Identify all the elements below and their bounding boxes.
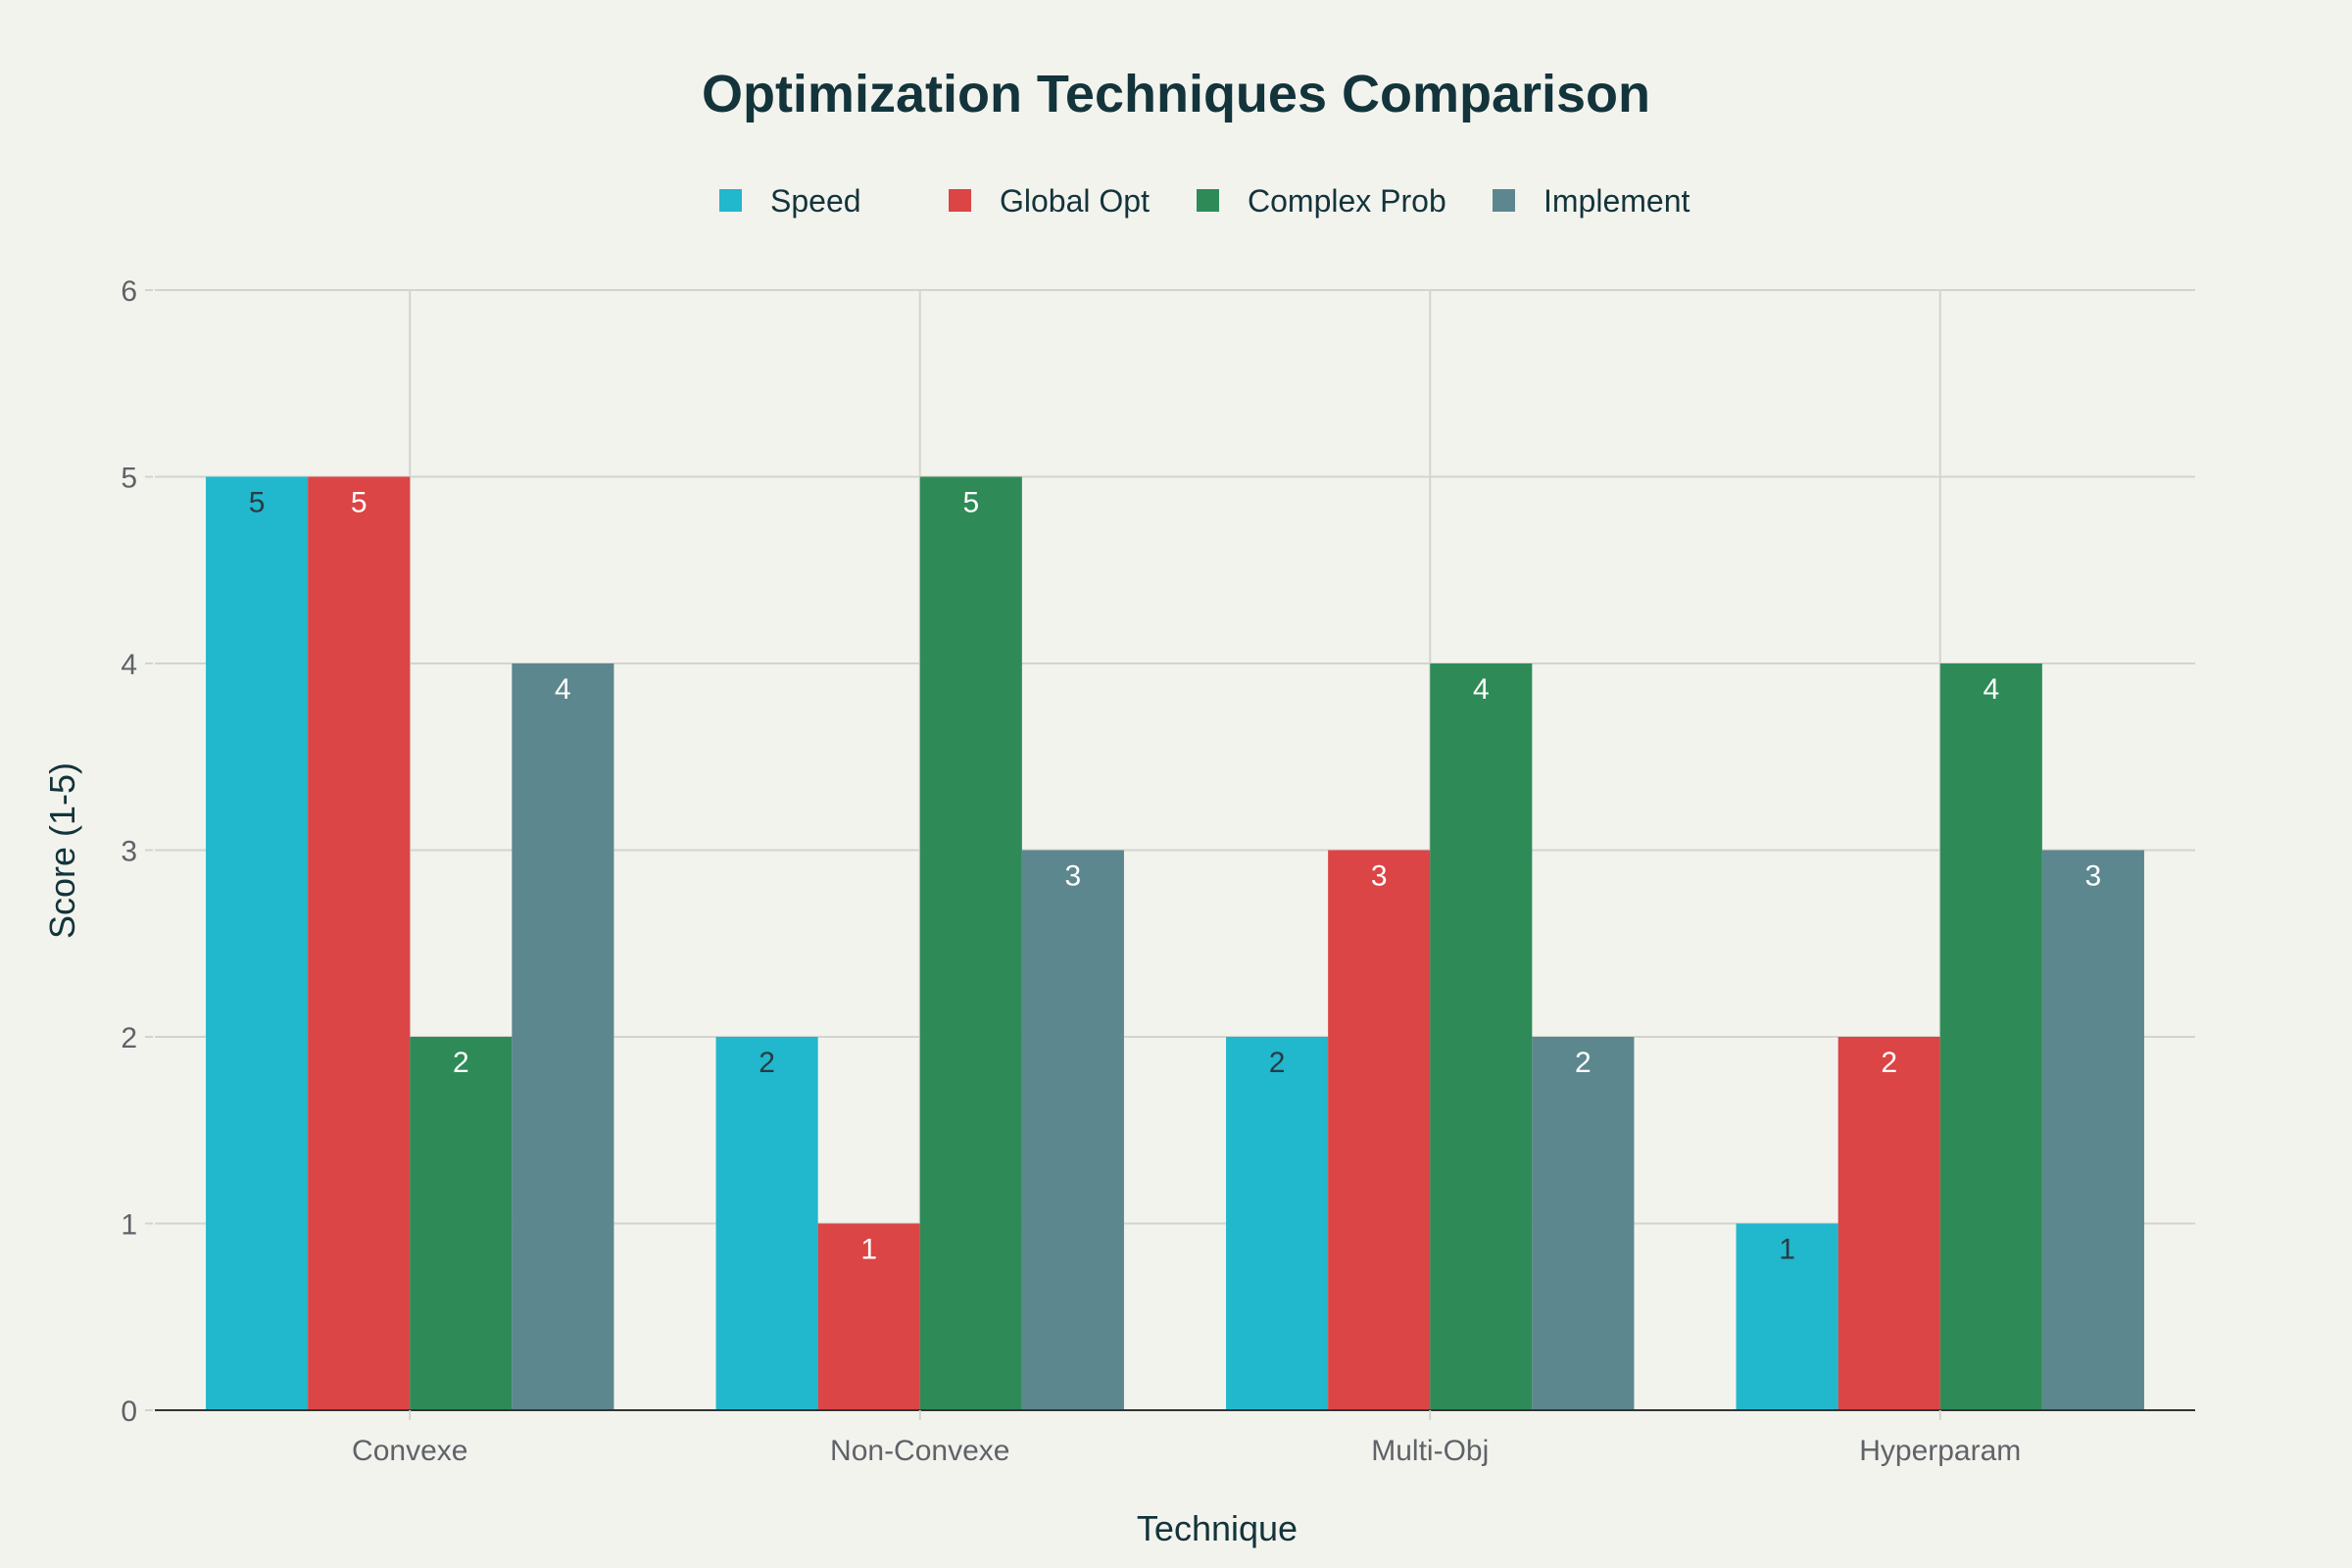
data-label: 4 <box>1983 673 1999 706</box>
x-tick-label: Hyperparam <box>1859 1435 2021 1467</box>
y-axis: 0 1 2 3 4 5 6 <box>121 275 153 1428</box>
legend-label: Global Opt <box>1000 183 1150 219</box>
data-labels: 5 5 2 4 2 1 5 3 2 3 4 2 1 2 4 3 <box>249 487 2101 1266</box>
data-label: 2 <box>1269 1047 1286 1079</box>
data-label: 5 <box>962 487 979 519</box>
data-label: 3 <box>1371 860 1388 893</box>
bar-implement <box>512 663 614 1410</box>
bar-complex-prob <box>410 1037 513 1410</box>
data-label: 4 <box>1473 673 1490 706</box>
y-tick-label: 0 <box>121 1396 137 1428</box>
legend-swatch <box>1493 189 1515 212</box>
chart-title: Optimization Techniques Comparison <box>702 65 1650 123</box>
bar-global-opt <box>1328 850 1431 1410</box>
data-label: 2 <box>1575 1047 1592 1079</box>
x-tick-label: Convexe <box>352 1435 467 1467</box>
legend-swatch <box>949 189 971 212</box>
x-axis-title: Technique <box>1137 1508 1298 1548</box>
y-tick-label: 6 <box>121 275 137 308</box>
bar-complex-prob <box>919 476 1022 1410</box>
data-label: 2 <box>453 1047 469 1079</box>
data-label: 5 <box>351 487 368 519</box>
x-tick-label: Multi-Obj <box>1371 1435 1489 1467</box>
legend-label: Implement <box>1544 183 1690 219</box>
y-tick-label: 4 <box>121 649 137 681</box>
legend-item-speed[interactable]: Speed <box>719 183 861 219</box>
y-tick-label: 1 <box>121 1209 137 1242</box>
bar-global-opt <box>308 476 411 1410</box>
data-label: 2 <box>759 1047 775 1079</box>
bar-global-opt <box>817 1223 920 1410</box>
legend-label: Complex Prob <box>1248 183 1446 219</box>
legend: Speed Global Opt Complex Prob Implement <box>719 183 1690 219</box>
bar-complex-prob <box>1430 663 1533 1410</box>
x-axis: Convexe Non-Convexe Multi-Obj Hyperparam <box>155 1409 2195 1467</box>
y-axis-title: Score (1-5) <box>42 762 82 939</box>
y-tick-label: 5 <box>121 463 137 495</box>
bar-implement <box>2041 850 2144 1410</box>
legend-swatch <box>1197 189 1219 212</box>
data-label: 1 <box>860 1234 877 1266</box>
data-label: 4 <box>555 673 571 706</box>
bar-global-opt <box>1838 1037 1940 1410</box>
bar-speed <box>206 476 309 1410</box>
bar-complex-prob <box>1939 663 2042 1410</box>
bar-speed <box>1736 1223 1838 1410</box>
legend-label: Speed <box>770 183 861 219</box>
bar-implement <box>1532 1037 1635 1410</box>
bar-implement <box>1021 850 1124 1410</box>
bar-speed <box>1226 1037 1329 1410</box>
data-label: 1 <box>1779 1234 1795 1266</box>
x-tick-label: Non-Convexe <box>830 1435 1009 1467</box>
y-tick-label: 2 <box>121 1022 137 1054</box>
data-label: 3 <box>2085 860 2102 893</box>
data-label: 5 <box>249 487 266 519</box>
bar-speed <box>715 1037 818 1410</box>
data-label: 2 <box>1881 1047 1897 1079</box>
legend-item-global-opt[interactable]: Global Opt <box>949 183 1150 219</box>
y-tick-label: 3 <box>121 836 137 868</box>
data-label: 3 <box>1065 860 1082 893</box>
legend-item-implement[interactable]: Implement <box>1493 183 1690 219</box>
bars <box>206 476 2144 1410</box>
legend-swatch <box>719 189 742 212</box>
legend-item-complex-prob[interactable]: Complex Prob <box>1197 183 1446 219</box>
